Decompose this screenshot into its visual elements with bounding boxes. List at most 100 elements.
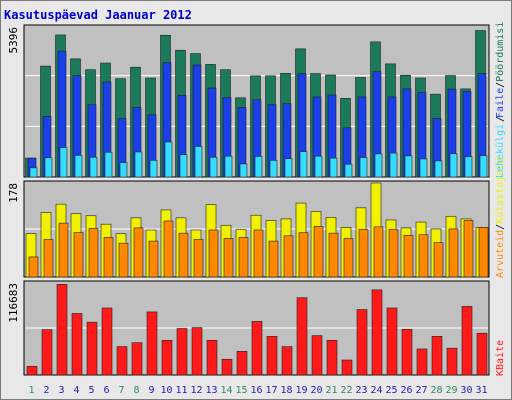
- hosts-bar: [103, 237, 114, 278]
- day-label: 19: [295, 385, 307, 396]
- files-bar: [209, 156, 218, 178]
- files-bar: [284, 158, 293, 178]
- files-bar: [134, 151, 143, 178]
- files-bar: [464, 156, 473, 178]
- day-label: 16: [250, 385, 262, 396]
- kbytes-bar: [26, 366, 38, 376]
- files-bar: [374, 153, 383, 178]
- files-bar: [44, 157, 53, 178]
- kbytes-bar: [326, 340, 338, 376]
- files-bar: [419, 158, 428, 178]
- kbytes-bar: [356, 309, 368, 376]
- hosts-bar: [403, 234, 414, 278]
- day-label: 9: [148, 385, 154, 396]
- files-bar: [404, 155, 413, 178]
- day-label: 10: [160, 385, 172, 396]
- hosts-bar: [388, 229, 399, 278]
- files-bar: [29, 167, 38, 178]
- panel-bottom-ymax-label: 116683: [7, 283, 20, 323]
- legend-top: Faile/Pöördumisi: [495, 22, 506, 118]
- kbytes-bar: [401, 328, 413, 376]
- chart-title: Kasutuspäevad Jaanuar 2012: [4, 8, 192, 22]
- day-label: 26: [400, 385, 412, 396]
- kbytes-bar: [311, 335, 323, 376]
- legend-middle: Arvuteid/Külastajaid: [495, 158, 506, 278]
- kbytes-bar: [71, 313, 83, 376]
- hosts-bar: [238, 237, 249, 278]
- files-bar: [89, 156, 98, 178]
- day-label: 28: [430, 385, 442, 396]
- kbytes-bar: [251, 321, 263, 376]
- kbytes-bar: [296, 297, 308, 376]
- kbytes-bar: [101, 307, 113, 376]
- kbytes-bar: [416, 348, 428, 376]
- day-label: 5: [88, 385, 94, 396]
- hosts-bar: [433, 242, 444, 278]
- day-label: 22: [340, 385, 352, 396]
- day-label: 25: [385, 385, 397, 396]
- legend-top-separator: /: [495, 116, 506, 122]
- files-bar: [389, 152, 398, 178]
- day-label: 23: [355, 385, 367, 396]
- kbytes-bar: [476, 332, 488, 376]
- files-bar: [434, 160, 443, 178]
- hosts-bar: [343, 238, 354, 278]
- files-bar: [119, 162, 128, 178]
- kbytes-bar: [236, 351, 248, 376]
- hosts-bar: [373, 226, 384, 278]
- hosts-bar: [28, 256, 39, 278]
- files-bar: [314, 155, 323, 178]
- hosts-bar: [193, 239, 204, 278]
- legend-top-files: Lehekülgi: [495, 124, 506, 178]
- files-bar: [359, 157, 368, 178]
- kbytes-bar: [41, 329, 53, 376]
- hosts-bar: [463, 220, 474, 278]
- hosts-bar: [148, 240, 159, 278]
- day-label: 21: [325, 385, 337, 396]
- day-label: 14: [220, 385, 232, 396]
- kbytes-bar: [176, 328, 188, 376]
- day-label: 7: [118, 385, 124, 396]
- kbytes-bar: [221, 358, 233, 376]
- kbytes-bar: [446, 347, 458, 376]
- hosts-bar: [223, 238, 234, 278]
- kbytes-bar: [281, 346, 293, 376]
- kbytes-bar: [131, 342, 143, 376]
- day-label: 24: [370, 385, 382, 396]
- hosts-bar: [358, 229, 369, 278]
- panel-top-ymax-label: 5396: [7, 27, 20, 54]
- hosts-bar: [88, 228, 99, 278]
- kbytes-bar: [461, 306, 473, 376]
- day-label: 2: [43, 385, 49, 396]
- kbytes-bar: [431, 336, 443, 376]
- files-bar: [104, 151, 113, 178]
- hosts-bar: [118, 242, 129, 278]
- files-bar: [194, 146, 203, 178]
- kbytes-bar: [56, 284, 68, 376]
- files-bar: [179, 154, 188, 178]
- files-bar: [449, 153, 458, 178]
- files-bar: [74, 155, 83, 178]
- files-bar: [299, 151, 308, 178]
- hosts-bar: [313, 226, 324, 278]
- kbytes-bar: [86, 321, 98, 376]
- day-label: 8: [133, 385, 139, 396]
- hosts-bar: [418, 234, 429, 278]
- hosts-bar: [133, 227, 144, 278]
- files-bar: [59, 147, 68, 178]
- kbytes-bar: [206, 340, 218, 376]
- hosts-bar: [58, 222, 69, 278]
- files-bar: [254, 156, 263, 178]
- hosts-bar: [43, 239, 54, 278]
- day-label: 17: [265, 385, 277, 396]
- files-bar: [479, 155, 488, 178]
- files-bar: [344, 163, 353, 178]
- files-bar: [149, 160, 158, 178]
- hosts-bar: [328, 232, 339, 278]
- kbytes-bar: [266, 336, 278, 376]
- day-label: 4: [73, 385, 79, 396]
- hosts-bar: [163, 220, 174, 278]
- legend-bottom: KBaite: [495, 340, 506, 376]
- files-bar: [224, 155, 233, 178]
